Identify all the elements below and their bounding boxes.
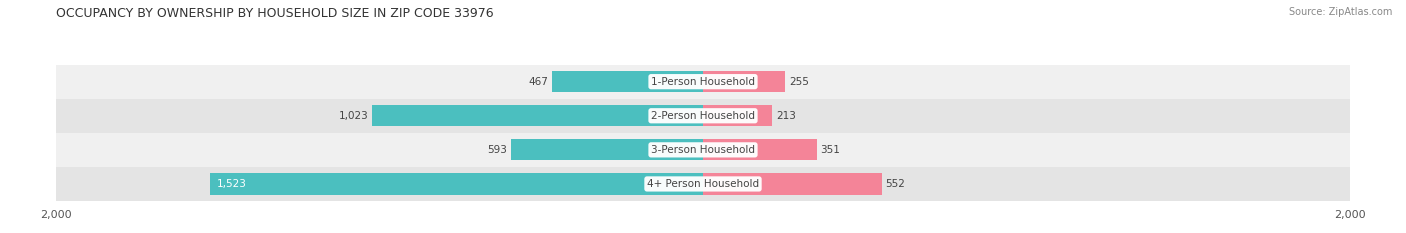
Text: Source: ZipAtlas.com: Source: ZipAtlas.com bbox=[1288, 7, 1392, 17]
Text: 4+ Person Household: 4+ Person Household bbox=[647, 179, 759, 189]
Text: 255: 255 bbox=[789, 77, 810, 87]
Bar bbox=[703, 71, 786, 92]
Bar bbox=[703, 105, 772, 126]
Text: 1,523: 1,523 bbox=[217, 179, 247, 189]
Bar bbox=[703, 173, 882, 195]
Text: 351: 351 bbox=[820, 145, 841, 155]
Text: 1,023: 1,023 bbox=[339, 111, 368, 121]
Bar bbox=[56, 167, 1350, 201]
Legend: Owner-occupied, Renter-occupied: Owner-occupied, Renter-occupied bbox=[591, 232, 815, 233]
Text: 1-Person Household: 1-Person Household bbox=[651, 77, 755, 87]
Text: 3-Person Household: 3-Person Household bbox=[651, 145, 755, 155]
Bar bbox=[56, 99, 1350, 133]
Text: 213: 213 bbox=[776, 111, 796, 121]
Bar bbox=[373, 105, 703, 126]
Bar bbox=[56, 133, 1350, 167]
Bar bbox=[512, 139, 703, 161]
Text: OCCUPANCY BY OWNERSHIP BY HOUSEHOLD SIZE IN ZIP CODE 33976: OCCUPANCY BY OWNERSHIP BY HOUSEHOLD SIZE… bbox=[56, 7, 494, 20]
Text: 593: 593 bbox=[488, 145, 508, 155]
Text: 2-Person Household: 2-Person Household bbox=[651, 111, 755, 121]
Bar bbox=[703, 139, 817, 161]
Bar bbox=[553, 71, 703, 92]
Bar bbox=[211, 173, 703, 195]
Text: 467: 467 bbox=[529, 77, 548, 87]
Text: 552: 552 bbox=[886, 179, 905, 189]
Bar bbox=[56, 65, 1350, 99]
